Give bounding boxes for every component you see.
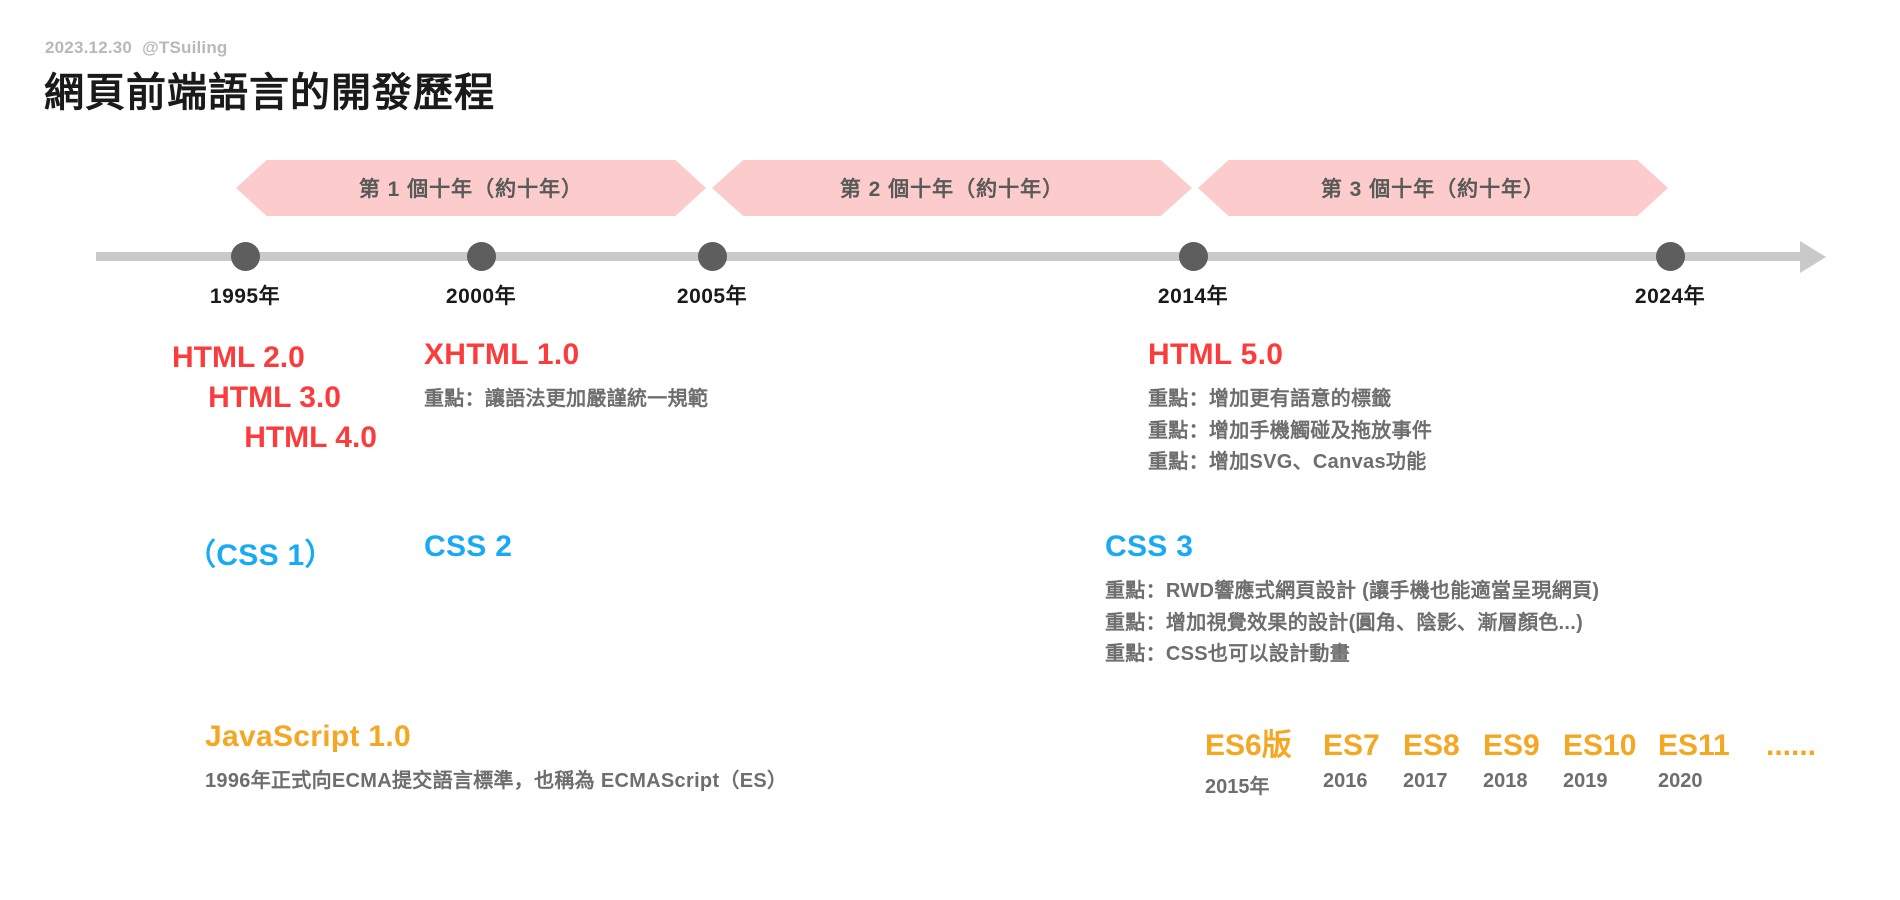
html-version-label: HTML 4.0 [244,421,377,455]
decade-arrow-1: 第 1 個十年（約十年） [236,160,706,216]
header-date: 2023.12.30 [45,38,133,57]
html-version-label: HTML 3.0 [208,381,341,415]
es-version-name: ES11 [1658,729,1730,762]
css2-group: CSS 2 [424,530,512,564]
timeline-year-label: 2024年 [1634,285,1706,308]
timeline-arrowhead-icon [1800,241,1826,273]
css1-group: （CSS 1） [186,530,335,574]
es-version-year: 2015年 [1205,776,1270,798]
timeline-axis-line [96,252,1808,261]
html-version-label: HTML 2.0 [172,341,305,374]
javascript-note: 1996年正式向ECMA提交語言標準，也稱為 ECMAScript（ES） [205,770,788,792]
css3-note: 重點：RWD響應式網頁設計 (讓手機也能適當呈現網頁) [1105,580,1600,602]
css3-group: CSS 3 重點：RWD響應式網頁設計 (讓手機也能適當呈現網頁) 重點：增加視… [1105,530,1599,671]
css1-title: （CSS 1） [186,539,335,572]
html5-note: 重點：增加更有語意的標籤 [1148,388,1392,410]
css2-title: CSS 2 [424,530,513,563]
decade-arrow-2: 第 2 個十年（約十年） [712,160,1192,216]
page-title: 網頁前端語言的開發歷程 [44,71,495,115]
decade-arrow-3-label: 第 3 個十年（約十年） [1320,178,1546,201]
es-version-name: ES7 [1323,729,1380,762]
es-version-year: 2020 [1658,770,1703,792]
timeline-dot-icon [1655,242,1685,271]
css3-note: 重點：CSS也可以設計動畫 [1105,643,1351,666]
es-version-years-row: 2015年 2016 2017 2018 2019 2020 [1205,770,1816,799]
es-version-year: 2019 [1563,770,1608,792]
timeline-dot-icon [697,242,727,271]
decade-arrow-2-label: 第 2 個十年（約十年） [839,178,1065,201]
timeline-dot-icon [230,242,260,271]
es-version-names-row: ES6版 ES7 ES8 ES9 ES10 ES11 ...... [1205,720,1816,764]
es-version-name: ES6版 [1205,729,1292,762]
timeline-year-label: 2000年 [445,285,517,308]
html5-note: 重點：增加SVG、Canvas功能 [1148,451,1427,474]
html5-title: HTML 5.0 [1148,338,1284,371]
decade-arrow-3: 第 3 個十年（約十年） [1198,160,1668,216]
decade-arrow-1-label: 第 1 個十年（約十年） [358,178,584,201]
timeline-tick-2005: 2005年 [662,242,762,310]
es-version-year: 2017 [1403,770,1448,792]
timeline-year-label: 2005年 [676,285,748,308]
xhtml-title: XHTML 1.0 [424,338,580,371]
css3-note: 重點：增加視覺效果的設計(圓角、陰影、漸層顏色...) [1105,611,1584,634]
html5-group: HTML 5.0 重點：增加更有語意的標籤 重點：增加手機觸碰及拖放事件 重點：… [1148,338,1432,479]
timeline-year-label: 2014年 [1157,285,1229,308]
es-version-name: ES8 [1403,729,1460,762]
xhtml-group: XHTML 1.0 重點：讓語法更加嚴謹統一規範 [424,338,708,416]
header-handle: @TSuiling [142,38,228,57]
header-meta: 2023.12.30 @TSuiling [45,38,228,58]
timeline-tick-2024: 2024年 [1620,242,1720,310]
es-version-year: 2016 [1323,770,1368,792]
html5-note: 重點：增加手機觸碰及拖放事件 [1148,419,1433,442]
timeline-dot-icon [1178,242,1208,271]
html-early-versions-group: HTML 2.0 HTML 3.0 HTML 4.0 [172,338,377,459]
es-versions-group: ES6版 ES7 ES8 ES9 ES10 ES11 ...... 2015年 … [1205,720,1816,799]
javascript-group: JavaScript 1.0 1996年正式向ECMA提交語言標準，也稱為 EC… [205,720,787,798]
es-version-name: ES9 [1483,729,1540,762]
es-version-name-ellipsis: ...... [1766,729,1817,762]
timeline-dot-icon [466,242,496,271]
timeline-tick-2000: 2000年 [431,242,531,310]
javascript-title: JavaScript 1.0 [205,720,411,753]
timeline-tick-2014: 2014年 [1143,242,1243,310]
css3-title: CSS 3 [1105,530,1194,563]
es-version-name: ES10 [1563,729,1637,762]
decade-arrow-group: 第 1 個十年（約十年） 第 2 個十年（約十年） 第 3 個十年（約十年） [0,160,1900,220]
es-version-year: 2018 [1483,770,1528,792]
timeline-year-label: 1995年 [209,285,281,308]
timeline-tick-1995: 1995年 [195,242,295,310]
xhtml-note: 重點：讓語法更加嚴謹統一規範 [424,388,709,410]
